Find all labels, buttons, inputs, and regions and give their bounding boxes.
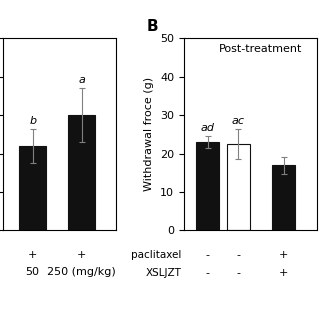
Text: -: - [236, 250, 240, 260]
Text: -: - [205, 268, 210, 278]
Text: +: + [77, 250, 86, 260]
Text: ac: ac [232, 116, 245, 126]
Text: B: B [147, 19, 158, 34]
Text: b: b [29, 116, 36, 125]
Bar [19, 146, 46, 230]
Y-axis label: Withdrawal froce (g): Withdrawal froce (g) [144, 77, 155, 191]
Text: a: a [78, 75, 85, 85]
Text: -: - [205, 250, 210, 260]
Bar [196, 142, 220, 230]
Text: XSLJZT: XSLJZT [145, 268, 181, 278]
Bar [227, 144, 250, 230]
Bar [272, 165, 295, 230]
Text: 50: 50 [26, 267, 40, 276]
Text: paclitaxel: paclitaxel [131, 250, 181, 260]
Text: +: + [279, 268, 288, 278]
Text: -: - [236, 268, 240, 278]
Text: Post-treatment: Post-treatment [219, 44, 303, 54]
Text: ad: ad [201, 123, 215, 133]
Text: 250 (mg/kg): 250 (mg/kg) [47, 267, 116, 276]
Text: +: + [28, 250, 37, 260]
Bar [68, 115, 95, 230]
Text: +: + [279, 250, 288, 260]
